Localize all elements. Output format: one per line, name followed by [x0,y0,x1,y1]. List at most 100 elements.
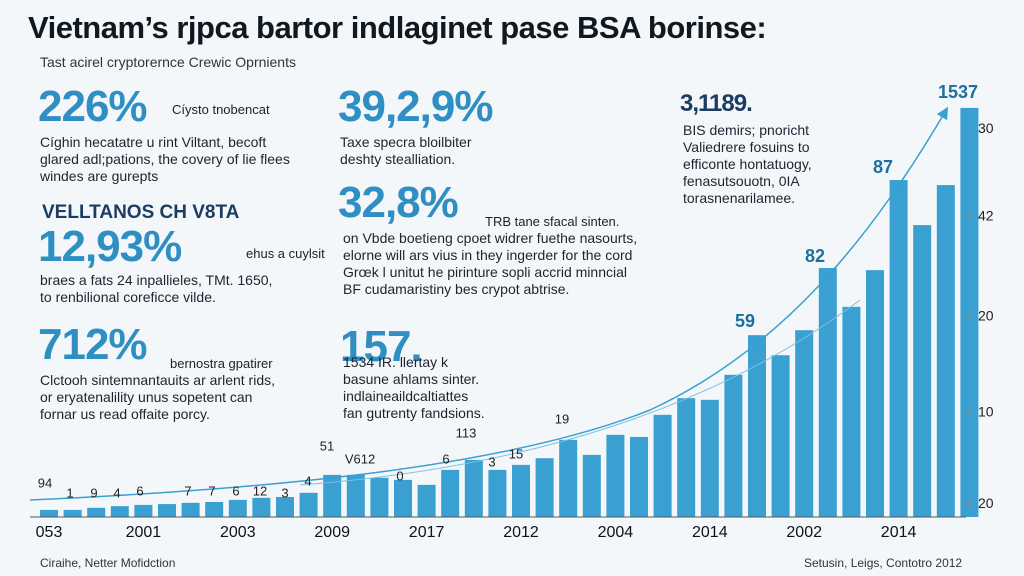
bar [889,180,908,517]
stat-caption: TRB tane sfacal sinten. [485,214,620,229]
bar [795,330,814,517]
bar-annotation: 1 [66,485,73,500]
stat-line: fornar us read offaite porcy. [40,406,210,422]
x-tick-label: 2001 [126,524,162,541]
bar-annotation: 15 [509,446,523,461]
bar [87,507,106,517]
trend-line [299,299,861,486]
bar [181,502,200,517]
bar-annotation: 6 [136,483,143,498]
bar [535,458,554,517]
stat-line: elorne will ars vius in they ingerder fo… [343,247,633,263]
y-tick-label: 20 [978,308,994,324]
bar [512,464,530,517]
bar [134,504,153,517]
bar [582,454,601,517]
bar [158,504,176,517]
bar-annotation: 9 [90,485,97,500]
stat-line: basune ahlams sinter. [343,371,480,387]
stat-line: braes a fats 24 inpallieles, TMt. 1650, [40,272,273,288]
bar-annotation: 0 [396,468,403,483]
x-tick-label: 2014 [881,524,917,541]
stat-line: BF cudamaristiny bes crypot abtrise. [343,281,570,297]
bar [866,270,884,517]
stat-line: windes are gurepts [40,168,159,184]
bar [299,492,318,517]
bar-annotation: 7 [208,483,215,498]
subtitle: Tast acirel cryptorernce Crewic Oprnient… [40,54,296,70]
bar [417,484,436,517]
bars [40,107,979,517]
stat-heading: VELLTANOS CH V8TA [42,202,240,223]
bar-annotation: 3 [488,454,495,469]
y-tick-label: 30 [978,120,994,136]
bar [559,439,578,517]
stat-value: 12,93% [38,222,182,271]
bar [606,434,625,517]
bar [110,506,129,517]
stat-line: deshty stealliation. [340,151,456,167]
bar [842,306,861,517]
stat-value: 226% [38,82,148,131]
bar [441,469,460,517]
bar [913,225,932,517]
bar [252,497,271,517]
bar [960,107,979,517]
stat-line: Cíghin hecatatre u rint Viltant, becoft [40,134,267,150]
bar [323,474,342,517]
x-tick-label: 2004 [598,524,634,541]
bar [488,469,507,517]
stat-line: BIS demirs; pnoricht [683,122,810,138]
stat-value: 39,2,9% [338,82,493,131]
stat-value: 712% [38,320,148,369]
stat-line: Taxe specra bloilbiter [340,134,472,150]
stat-caption: bernostra gpatirer [170,356,273,371]
bar [818,268,837,517]
bar-annotation: 19 [555,411,569,426]
bar-annotation: 82 [805,246,825,266]
bar-annotation: 6 [232,483,239,498]
stat-line: fenasutsouotn, 0IA [683,173,800,189]
bar [748,335,766,517]
stat-value: 157. [340,322,423,371]
bar-annotation: V612 [345,451,375,466]
bar [700,399,719,517]
stat-line: Clctooh sintemnantauits ar arlent rids, [40,372,275,388]
stat-line: fan gutrenty fandsions. [343,405,485,421]
stat-caption: ehus a cuylsit [246,246,325,261]
bar-annotation: 1537 [938,82,978,102]
title: Vietnam’s rjpca bartor indlaginet pase B… [28,10,767,45]
bar-annotation: 4 [304,473,311,488]
bar [63,509,82,517]
bar [630,436,648,517]
stat-line: on Vbde boetieng cpoet widrer fuethe nas… [343,230,638,246]
stat-caption: Cíysto tnobencat [172,102,270,117]
bar-annotation: 7 [184,483,191,498]
bar [653,414,672,517]
x-tick-label: 2017 [409,524,445,541]
bar [677,398,696,517]
x-tick-label: 2012 [503,524,539,541]
bar [228,499,247,517]
bar-annotation: 87 [873,157,893,177]
y-tick-label: 42 [978,207,994,223]
stat-line: torasnenarilamee. [683,190,796,206]
stat-line: to renbilional coreficce vilde. [40,289,216,305]
x-tick-label: 2002 [786,524,822,541]
bar-annotation: 94 [38,475,52,490]
bar [346,474,365,517]
x-tick-label: 2009 [314,524,350,541]
bar-annotation: 51 [320,438,334,453]
y-tick-label: 20 [978,495,994,511]
credit: Setusin, Leigs, Contotro 2012 [804,556,963,570]
stat-line: Valiedrere fosuins to [683,139,810,155]
x-tick-label: 2003 [220,524,256,541]
x-tick-label: 2014 [692,524,728,541]
bar [936,185,955,517]
bar-annotation: 4 [113,485,120,500]
stat-value: 32,8% [338,178,459,227]
stat-line: 1534 IR. llertay k [343,354,449,370]
bar [40,509,58,517]
